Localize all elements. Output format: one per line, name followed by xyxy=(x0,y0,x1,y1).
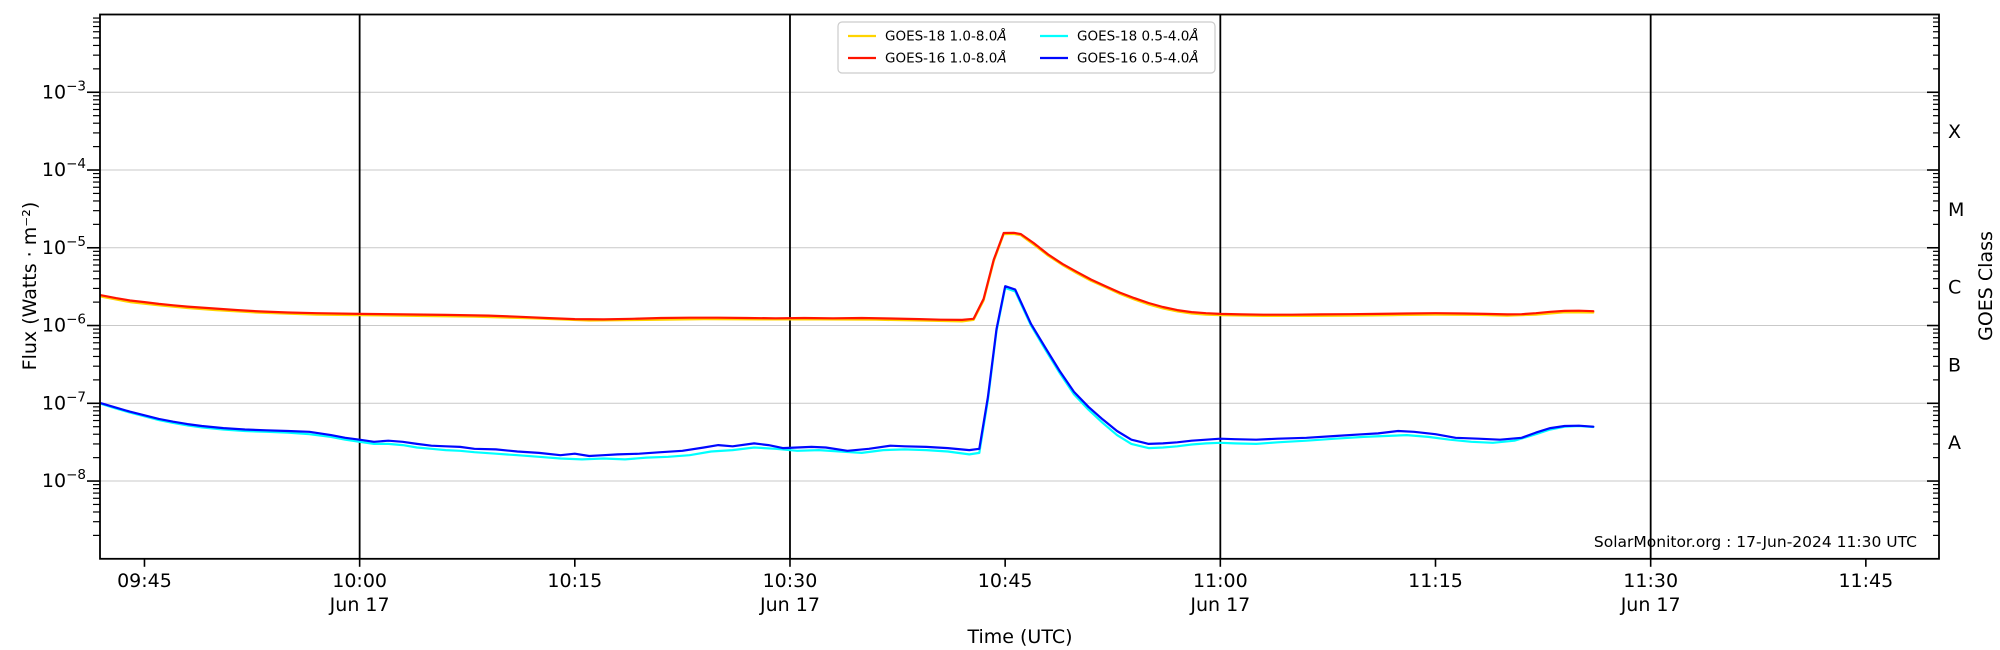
series-line-goes-18-0-5-4-0- xyxy=(100,286,1595,461)
legend-label: GOES-16 1.0-8.0Å xyxy=(885,50,1007,67)
x-tick-time-label: 11:15 xyxy=(1408,570,1463,592)
series-line-goes-16-1-0-8-0- xyxy=(100,231,1595,321)
x-tick-time-label: 10:15 xyxy=(547,570,602,592)
y-tick-label: 10−6 xyxy=(42,312,86,337)
x-tick-date-label: Jun 17 xyxy=(1189,594,1250,616)
x-axis-label-time: Time (UTC) xyxy=(967,626,1073,648)
y-tick-label: 10−5 xyxy=(42,234,86,259)
x-tick-date-label: Jun 17 xyxy=(1620,594,1681,616)
legend-label: GOES-18 0.5-4.0Å xyxy=(1077,28,1199,45)
x-tick-time-label: 11:30 xyxy=(1623,570,1678,592)
goes-class-label: M xyxy=(1948,199,1964,221)
x-tick-date-label: Jun 17 xyxy=(329,594,390,616)
goes-class-label: A xyxy=(1948,432,1961,454)
series-line-goes-18-1-0-8-0- xyxy=(100,232,1595,323)
goes-class-label: X xyxy=(1948,121,1961,143)
y-axis-label-flux: Flux (Watts · m⁻²) xyxy=(19,201,41,371)
y-tick-label: 10−3 xyxy=(42,78,86,103)
x-tick-time-label: 09:45 xyxy=(117,570,172,592)
goes-class-label: C xyxy=(1948,277,1961,299)
x-tick-time-label: 10:45 xyxy=(978,570,1033,592)
x-tick-time-label: 10:00 xyxy=(332,570,387,592)
legend-label: GOES-16 0.5-4.0Å xyxy=(1077,50,1199,67)
goes-class-label: B xyxy=(1948,354,1961,376)
x-tick-time-label: 10:30 xyxy=(763,570,818,592)
plot-border xyxy=(99,13,1940,560)
legend-label: GOES-18 1.0-8.0Å xyxy=(885,28,1007,45)
y-tick-label: 10−4 xyxy=(42,156,86,181)
x-tick-time-label: 11:00 xyxy=(1193,570,1248,592)
y-tick-label: 10−7 xyxy=(42,389,86,414)
x-tick-time-label: 11:45 xyxy=(1838,570,1893,592)
y-tick-label: 10−8 xyxy=(42,467,86,492)
series-line-goes-16-0-5-4-0- xyxy=(100,285,1595,458)
x-tick-date-label: Jun 17 xyxy=(759,594,820,616)
y-axis-label-goes-class: GOES Class xyxy=(1975,231,1997,341)
branding-text: SolarMonitor.org : 17-Jun-2024 11:30 UTC xyxy=(1593,533,1917,551)
legend-box xyxy=(837,21,1216,74)
